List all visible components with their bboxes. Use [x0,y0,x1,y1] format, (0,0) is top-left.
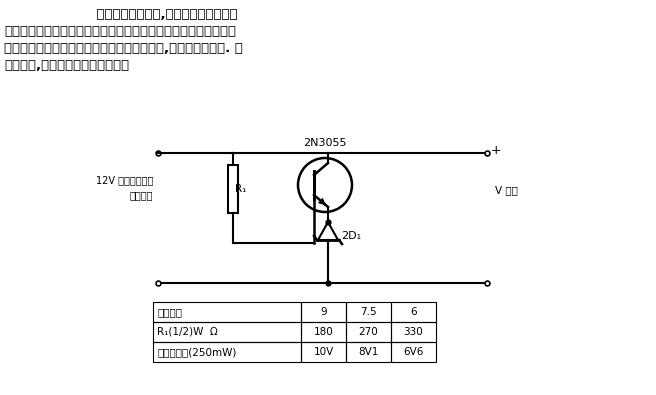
Text: 6V6: 6V6 [403,347,424,357]
Text: 8V1: 8V1 [358,347,379,357]
Text: 12V 标称电压来自: 12V 标称电压来自 [96,175,153,185]
Text: 和二极管的型号。如果所需要的电压不止一个,就要设选通开关. 对: 和二极管的型号。如果所需要的电压不止一个,就要设选通开关. 对 [4,42,243,55]
Text: 330: 330 [403,327,423,337]
Text: 它由汽车电池供电,为收音机、盒式录音: 它由汽车电池供电,为收音机、盒式录音 [4,8,237,21]
Bar [346,342,391,362]
Bar [301,302,346,322]
Text: 输出电压: 输出电压 [157,307,182,317]
Text: 10V: 10V [314,347,334,357]
Text: R₁: R₁ [235,184,247,194]
Bar [153,342,301,362]
Text: V 输出: V 输出 [495,185,518,195]
Bar [228,165,238,213]
Bar [153,302,301,322]
Text: 于大电流,晶体管要装在散热片上。: 于大电流,晶体管要装在散热片上。 [4,59,129,72]
Text: 6: 6 [410,307,417,317]
Text: 2D₁: 2D₁ [341,231,361,241]
Text: +: + [491,145,502,158]
Bar [391,302,436,322]
Bar [153,322,301,342]
Text: 汽车电路: 汽车电路 [129,190,153,200]
Text: 7.5: 7.5 [360,307,377,317]
Bar [391,322,436,342]
Text: 270: 270 [359,327,379,337]
Text: 9: 9 [320,307,327,317]
Bar [346,322,391,342]
Text: 180: 180 [314,327,333,337]
Text: 机和其他电气设备提供电源。图中给出了对于不同电压的电阅的値: 机和其他电气设备提供电源。图中给出了对于不同电压的电阅的値 [4,25,236,38]
Bar [346,302,391,322]
Bar [301,342,346,362]
Text: R₁(1/2)W  Ω: R₁(1/2)W Ω [157,327,218,337]
Text: 2N3055: 2N3055 [303,138,347,148]
Bar [301,322,346,342]
Bar [391,342,436,362]
Text: 稳压二极管(250mW): 稳压二极管(250mW) [157,347,236,357]
